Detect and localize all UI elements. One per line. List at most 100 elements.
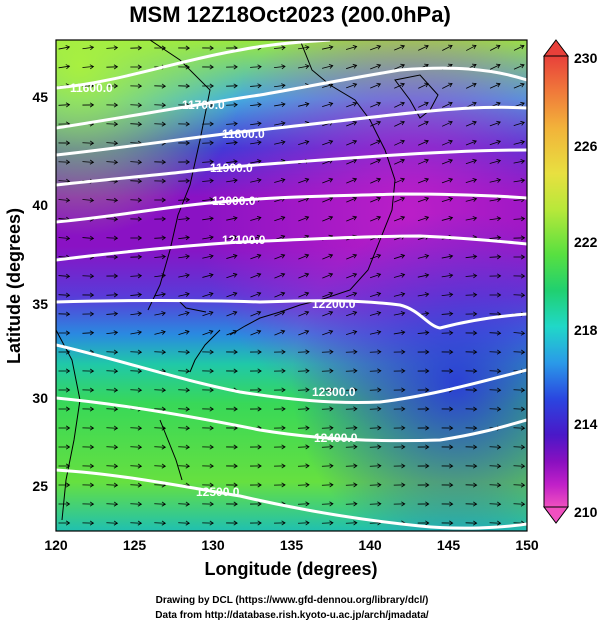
- wind-arrow-head: [161, 178, 167, 184]
- wind-arrow-head: [65, 235, 71, 241]
- contour-12100: [56, 234, 527, 262]
- wind-arrow-head: [352, 291, 358, 297]
- wind-arrow: [465, 140, 477, 146]
- contour-label-11700: 11700.0: [182, 98, 225, 112]
- wind-arrow: [513, 465, 525, 467]
- colorbar-label: 222: [574, 234, 598, 250]
- wind-arrow: [298, 216, 309, 222]
- wind-arrow-head: [233, 368, 238, 374]
- wind-arrow-head: [448, 158, 453, 164]
- wind-arrow-head: [472, 158, 478, 164]
- wind-arrow-head: [329, 482, 334, 488]
- wind-arrow-head: [496, 330, 502, 336]
- wind-arrow-head: [472, 406, 478, 412]
- wind-arrow-head: [209, 387, 214, 393]
- wind-arrow: [226, 123, 238, 125]
- wind-arrow-head: [137, 83, 143, 89]
- wind-arrow-head: [209, 501, 214, 507]
- wind-arrow-head: [496, 120, 501, 126]
- wind-arrow-head: [305, 520, 310, 526]
- wind-arrow-head: [65, 482, 71, 488]
- wind-arrow-head: [257, 121, 262, 127]
- wind-arrow-head: [209, 121, 214, 127]
- contour-label-12400: 12400.0: [314, 431, 358, 445]
- wind-arrow-head: [185, 292, 190, 297]
- wind-arrow-head: [89, 520, 95, 526]
- wind-arrow: [106, 47, 118, 49]
- wind-arrow-head: [89, 387, 95, 393]
- wind-arrow: [369, 331, 381, 335]
- wind-arrow-head: [137, 444, 143, 450]
- wind-arrow-head: [209, 178, 214, 184]
- wind-arrow: [513, 427, 525, 429]
- wind-arrow-head: [304, 329, 310, 335]
- wind-arrow: [489, 332, 501, 334]
- wind-arrow-head: [352, 253, 358, 259]
- colorbar-label: 210: [574, 504, 598, 520]
- wind-arrow-head: [185, 121, 190, 127]
- wind-arrow-head: [209, 45, 214, 51]
- wind-arrow: [202, 217, 214, 221]
- wind-arrow-head: [377, 482, 382, 488]
- wind-arrow-head: [209, 482, 214, 488]
- wind-arrow: [106, 313, 118, 315]
- wind-arrow: [489, 179, 501, 183]
- wind-arrow-head: [89, 292, 95, 298]
- contour-label-12200: 12200.0: [312, 297, 356, 311]
- wind-arrow-head: [496, 463, 502, 469]
- wind-arrow: [465, 217, 477, 221]
- wind-arrow: [250, 141, 262, 145]
- wind-arrow-head: [65, 501, 71, 507]
- wind-arrow: [322, 84, 333, 88]
- wind-arrow-head: [65, 64, 71, 70]
- wind-arrow: [346, 159, 357, 165]
- wind-arrow-head: [256, 291, 262, 297]
- wind-arrow: [154, 331, 166, 335]
- colorbar-label: 218: [574, 322, 598, 338]
- wind-arrow: [345, 484, 357, 486]
- wind-arrow-head: [305, 482, 310, 488]
- wind-arrow-head: [281, 463, 286, 469]
- wind-arrow: [465, 198, 477, 202]
- wind-arrow-head: [65, 463, 71, 469]
- wind-arrow-head: [520, 235, 526, 241]
- wind-arrow: [321, 522, 333, 524]
- wind-arrow-head: [520, 444, 526, 450]
- wind-arrow-head: [281, 64, 286, 70]
- wind-arrow-head: [185, 273, 190, 278]
- credit-line-1: Drawing by DCL (https://www.gfd-dennou.o…: [156, 595, 429, 606]
- wind-arrow: [370, 64, 381, 70]
- wind-arrow-head: [65, 45, 71, 50]
- wind-arrow: [130, 331, 142, 335]
- wind-arrow-head: [256, 234, 262, 240]
- wind-arrow: [82, 161, 94, 163]
- wind-arrow-head: [425, 368, 430, 374]
- wind-arrow-head: [496, 501, 502, 507]
- wind-arrow-head: [448, 101, 453, 107]
- wind-arrow-head: [65, 425, 71, 431]
- wind-arrow: [465, 179, 477, 183]
- wind-arrow: [130, 389, 142, 391]
- wind-arrow-head: [377, 406, 382, 412]
- wind-arrow-head: [89, 311, 95, 317]
- wind-arrow-head: [471, 63, 477, 69]
- wind-arrow-head: [520, 273, 526, 279]
- wind-arrow-head: [472, 387, 478, 393]
- wind-arrow-head: [448, 311, 454, 317]
- chart-title: MSM 12Z18Oct2023 (200.0hPa): [129, 2, 451, 27]
- wind-arrow-head: [65, 520, 71, 526]
- wind-arrow-head: [425, 463, 430, 469]
- wind-arrow-head: [401, 368, 406, 374]
- wind-arrow: [130, 465, 142, 467]
- wind-arrow-head: [448, 273, 454, 279]
- wind-arrow-head: [520, 482, 526, 488]
- plot-frame: [55, 39, 528, 532]
- wind-arrow-head: [400, 44, 406, 50]
- wind-arrow: [250, 330, 261, 336]
- wind-arrow: [154, 484, 166, 486]
- wind-arrow-head: [304, 310, 310, 316]
- wind-arrow: [58, 275, 70, 277]
- wind-arrow-head: [65, 311, 71, 317]
- wind-arrow: [441, 274, 453, 278]
- wind-arrow: [418, 45, 429, 51]
